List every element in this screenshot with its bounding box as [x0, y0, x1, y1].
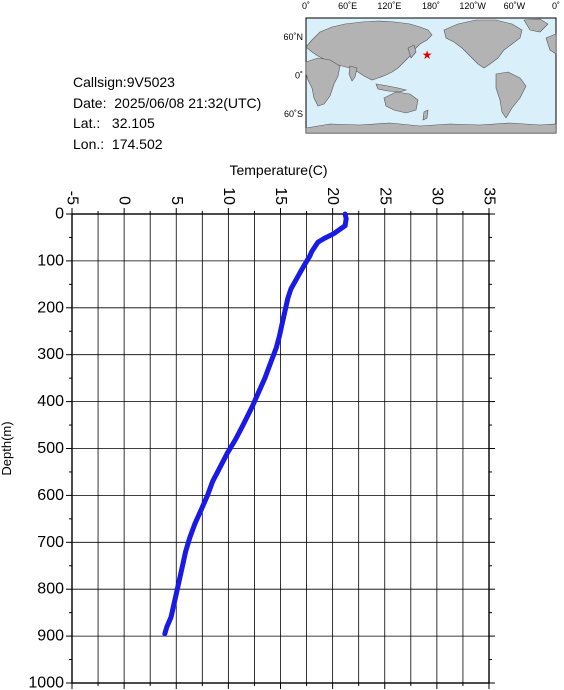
y-axis-title: Depth(m) [0, 421, 14, 475]
x-tick-label: 0 [116, 196, 133, 205]
temperature-profile-series [162, 211, 349, 637]
europe-west-landmass [545, 33, 557, 55]
y-tick-label: 100 [37, 252, 64, 269]
x-tick-label: 30 [428, 187, 445, 205]
station-star-marker: ★ [422, 48, 433, 62]
map-lon-label: 0˚ [302, 1, 310, 11]
station-info: Callsign:9V5023 Date: 2025/06/08 21:32(U… [73, 72, 261, 154]
y-tick-label: 200 [37, 299, 64, 316]
japan-islands [407, 44, 417, 59]
y-tick-label: 700 [37, 534, 64, 551]
map-lon-label: 120˚E [377, 1, 401, 11]
y-tick-label: 400 [37, 393, 64, 410]
x-tick-label: 15 [272, 187, 289, 205]
x-tick-labels: -5 0 5 10 15 20 25 30 35 [64, 187, 498, 205]
latitude-text: Lat.: 32.105 [73, 115, 155, 131]
y-tick-label: 900 [37, 628, 64, 645]
eurasia-landmass [305, 20, 433, 81]
map-lon-label: 60˚E [338, 1, 357, 11]
y-tick-label: 300 [37, 346, 64, 363]
world-map: 0˚ 60˚E 120˚E 180˚ 120˚W 60˚W 0˚ 60˚N 0˚ 60˚S ★ [283, 1, 560, 134]
x-tick-label: 25 [376, 187, 393, 205]
greenland-landmass [523, 18, 549, 33]
australia-landmass [383, 91, 419, 114]
y-tick-labels: 0 100 200 300 400 500 600 700 800 900 1000 [28, 206, 64, 690]
map-lon-label: 60˚W [504, 1, 526, 11]
map-top-labels: 0˚ 60˚E 120˚E 180˚ 120˚W 60˚W 0˚ [302, 1, 560, 11]
x-tick-label: 20 [324, 187, 341, 205]
map-lat-label: 60˚S [284, 109, 303, 119]
x-tick-label: 35 [481, 187, 498, 205]
x-tick-label: 10 [220, 187, 237, 205]
x-tick-label: -5 [64, 191, 81, 205]
map-lat-label: 60˚N [283, 32, 303, 42]
new-zealand-islands [422, 109, 429, 121]
y-tick-label: 0 [55, 206, 64, 223]
y-tick-label: 500 [37, 440, 64, 457]
date-text: Date: 2025/06/08 21:32(UTC) [73, 94, 262, 111]
antarctica-landmass [305, 122, 557, 134]
temperature-profile-line [162, 211, 349, 637]
y-tick-label: 600 [37, 487, 64, 504]
north-america-landmass [443, 19, 523, 69]
india-landmass [348, 65, 358, 82]
y-tick-label: 800 [37, 581, 64, 598]
x-tick-label: 5 [168, 196, 185, 205]
map-lon-label: 180˚ [422, 1, 440, 11]
map-land [305, 18, 557, 134]
y-tick-label: 1000 [28, 675, 64, 690]
longitude-text: Lon.: 174.502 [73, 135, 163, 152]
south-america-landmass [495, 71, 527, 119]
axis-ticks [66, 208, 495, 689]
map-lon-label: 120˚W [459, 1, 486, 11]
indonesia-islands [375, 83, 408, 93]
map-lat-label: 0˚ [295, 71, 303, 81]
callsign-text: Callsign:9V5023 [73, 74, 175, 90]
map-side-labels: 60˚N 0˚ 60˚S [283, 32, 303, 119]
chart-grid [72, 214, 489, 683]
africa-landmass [305, 57, 341, 107]
map-lon-label: 0˚ [552, 1, 560, 11]
x-axis-title: Temperature(C) [229, 162, 327, 178]
